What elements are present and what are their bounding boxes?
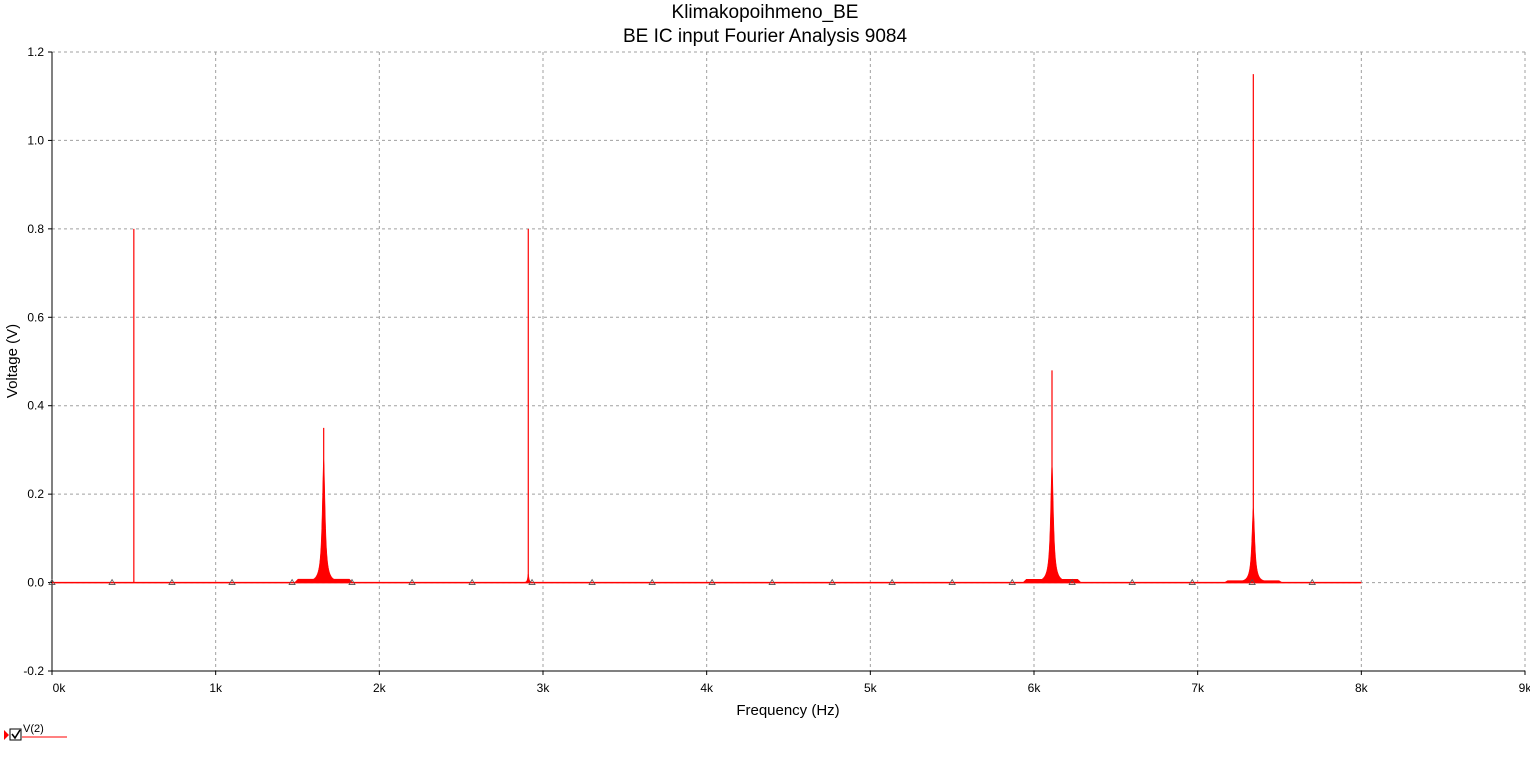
x-axis-label: Frequency (Hz) bbox=[736, 702, 839, 719]
y-tick-label: 0.8 bbox=[27, 222, 44, 236]
tick-label-layer: 0k 1k 2k 3k 4k 5k 6k 7k 8k 9k -0.2 0.0 0.2 0.4 0.6 0.8 1… bbox=[23, 45, 1530, 695]
x-tick-label: 8k bbox=[1355, 681, 1369, 695]
legend[interactable]: V(2) bbox=[4, 723, 67, 740]
y-tick-label: 0.6 bbox=[27, 310, 44, 324]
y-tick-label: 0.2 bbox=[27, 487, 44, 501]
y-tick-label: -0.2 bbox=[23, 664, 44, 678]
legend-label: V(2) bbox=[23, 723, 44, 735]
x-tick-label: 1k bbox=[209, 681, 223, 695]
chart-title: Klimakopoihmeno_BE bbox=[672, 2, 859, 23]
y-tick-label: 1.2 bbox=[27, 45, 44, 59]
x-tick-label: 7k bbox=[1191, 681, 1205, 695]
y-tick-label: 0.0 bbox=[27, 576, 44, 590]
x-tick-label: 0k bbox=[53, 681, 67, 695]
x-tick-label: 3k bbox=[537, 681, 551, 695]
y-axis-label: Voltage (V) bbox=[4, 324, 21, 398]
x-tick-label: 9k bbox=[1519, 681, 1530, 695]
y-tick-label: 1.0 bbox=[27, 133, 44, 147]
axis-layer bbox=[48, 52, 1525, 675]
x-tick-label: 4k bbox=[700, 681, 714, 695]
legend-marker-icon bbox=[4, 730, 9, 740]
x-tick-label: 5k bbox=[864, 681, 878, 695]
x-tick-label: 6k bbox=[1028, 681, 1042, 695]
grid-layer bbox=[52, 52, 1525, 671]
y-tick-label: 0.4 bbox=[27, 399, 44, 413]
chart-subtitle: BE IC input Fourier Analysis 9084 bbox=[623, 26, 908, 47]
x-tick-label: 2k bbox=[373, 681, 387, 695]
